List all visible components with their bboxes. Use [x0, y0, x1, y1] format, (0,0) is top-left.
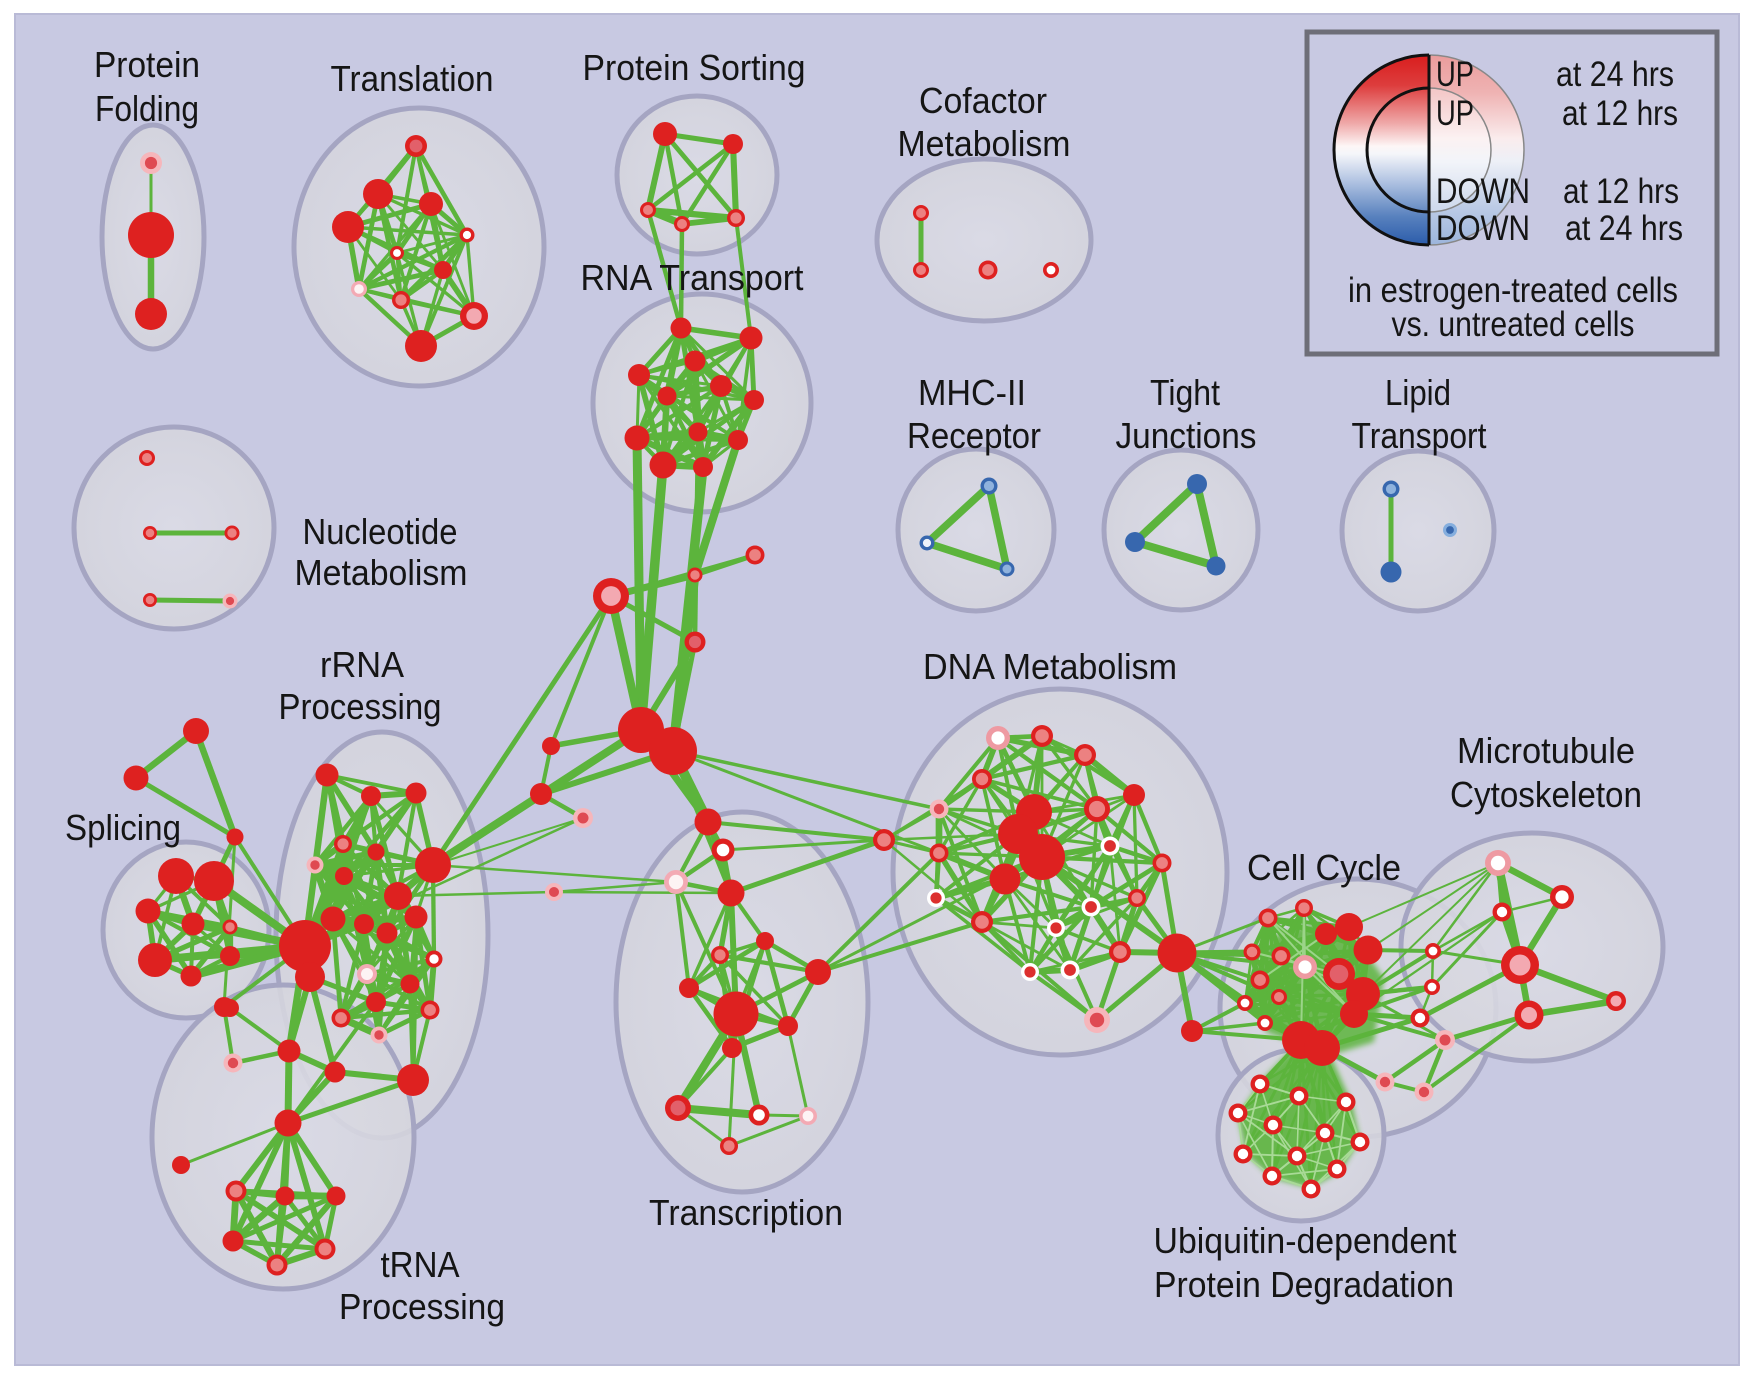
svg-text:tRNA: tRNA	[381, 1244, 460, 1285]
svg-text:Processing: Processing	[339, 1286, 505, 1327]
svg-text:UP: UP	[1436, 55, 1474, 94]
svg-text:Protein Sorting: Protein Sorting	[583, 47, 806, 88]
svg-text:DOWN: DOWN	[1436, 172, 1530, 211]
svg-text:at 24 hrs: at 24 hrs	[1565, 209, 1683, 248]
svg-text:Lipid: Lipid	[1385, 372, 1451, 413]
svg-text:UP: UP	[1436, 94, 1474, 133]
svg-text:RNA Transport: RNA Transport	[581, 257, 804, 298]
svg-text:at 12 hrs: at 12 hrs	[1562, 94, 1678, 133]
svg-text:Protein Degradation: Protein Degradation	[1154, 1264, 1454, 1305]
svg-text:Protein: Protein	[94, 44, 200, 85]
svg-text:in estrogen-treated cells: in estrogen-treated cells	[1348, 271, 1678, 310]
svg-text:DNA Metabolism: DNA Metabolism	[923, 646, 1177, 687]
svg-text:Transport: Transport	[1352, 415, 1487, 456]
svg-text:Translation: Translation	[331, 58, 494, 99]
svg-text:DOWN: DOWN	[1436, 209, 1530, 248]
svg-text:Junctions: Junctions	[1116, 415, 1257, 456]
svg-text:at 12 hrs: at 12 hrs	[1563, 172, 1679, 211]
svg-text:Splicing: Splicing	[65, 807, 181, 848]
svg-text:at 24 hrs: at 24 hrs	[1556, 55, 1674, 94]
svg-text:Receptor: Receptor	[907, 415, 1041, 456]
svg-text:Metabolism: Metabolism	[295, 552, 468, 593]
svg-text:Cytoskeleton: Cytoskeleton	[1450, 774, 1642, 815]
svg-text:Nucleotide: Nucleotide	[303, 511, 458, 552]
svg-text:Cell Cycle: Cell Cycle	[1247, 847, 1401, 888]
svg-text:Transcription: Transcription	[649, 1192, 843, 1233]
svg-text:Microtubule: Microtubule	[1457, 730, 1635, 771]
svg-text:Tight: Tight	[1150, 372, 1220, 413]
svg-text:MHC-II: MHC-II	[918, 372, 1026, 413]
svg-text:Processing: Processing	[279, 686, 442, 727]
svg-text:Ubiquitin-dependent: Ubiquitin-dependent	[1154, 1220, 1457, 1261]
svg-text:Metabolism: Metabolism	[898, 123, 1071, 164]
svg-text:rRNA: rRNA	[320, 644, 404, 685]
svg-text:Folding: Folding	[95, 88, 199, 129]
svg-text:vs. untreated cells: vs. untreated cells	[1392, 305, 1635, 344]
svg-text:Cofactor: Cofactor	[919, 80, 1047, 121]
